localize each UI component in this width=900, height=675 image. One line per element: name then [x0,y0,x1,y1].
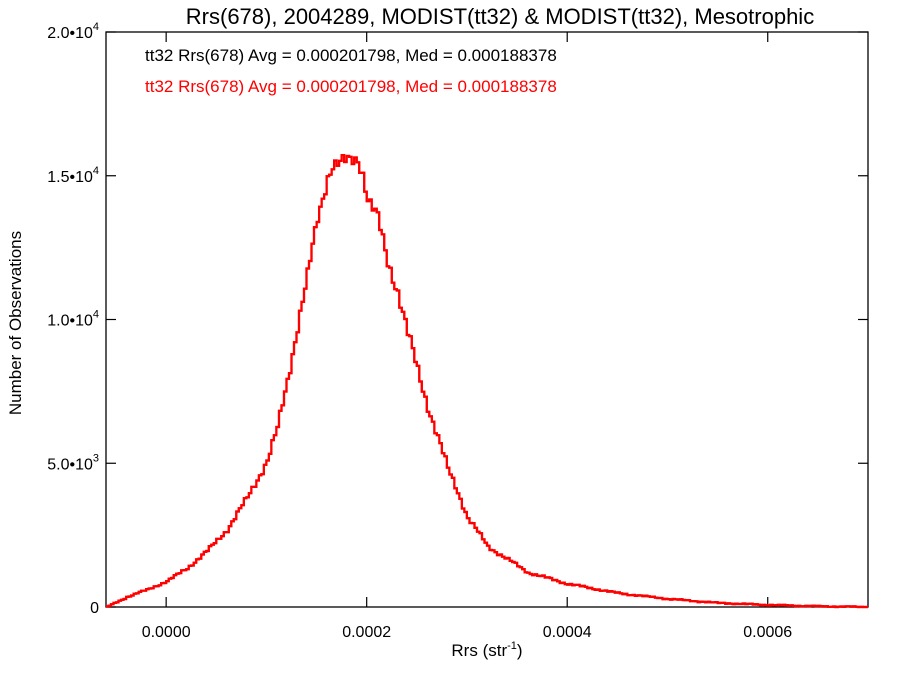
legend-entry-red: tt32 Rrs(678) Avg = 0.000201798, Med = 0… [145,77,557,96]
x-tick-label: 0.0002 [342,624,391,641]
legend-entry-black: tt32 Rrs(678) Avg = 0.000201798, Med = 0… [145,46,557,65]
series-layer [106,154,868,609]
histogram-series-2 [106,154,868,609]
y-tick-label: 5.0•103 [47,452,99,473]
plot-frame [105,31,869,608]
x-tick-label: 0.0006 [743,624,792,641]
y-tick-label: 2.0•104 [47,21,99,42]
y-tick-label: 0 [90,600,99,617]
y-tick-label: 1.5•104 [47,165,99,186]
axis-ticks: 0.0000 0.0002 0.0004 0.0006 0 5.0•103 1.0•104 1… [47,21,868,641]
x-tick-label: 0.0000 [142,624,191,641]
y-axis-label: Number of Observations [6,231,25,415]
x-tick-label: 0.0004 [543,624,592,641]
plot-border [105,31,869,608]
x-axis-label: Rrs (str-1) [451,640,522,660]
chart-title: Rrs(678), 2004289, MODIST(tt32) & MODIST… [186,4,814,29]
y-tick-label: 1.0•104 [47,309,99,330]
